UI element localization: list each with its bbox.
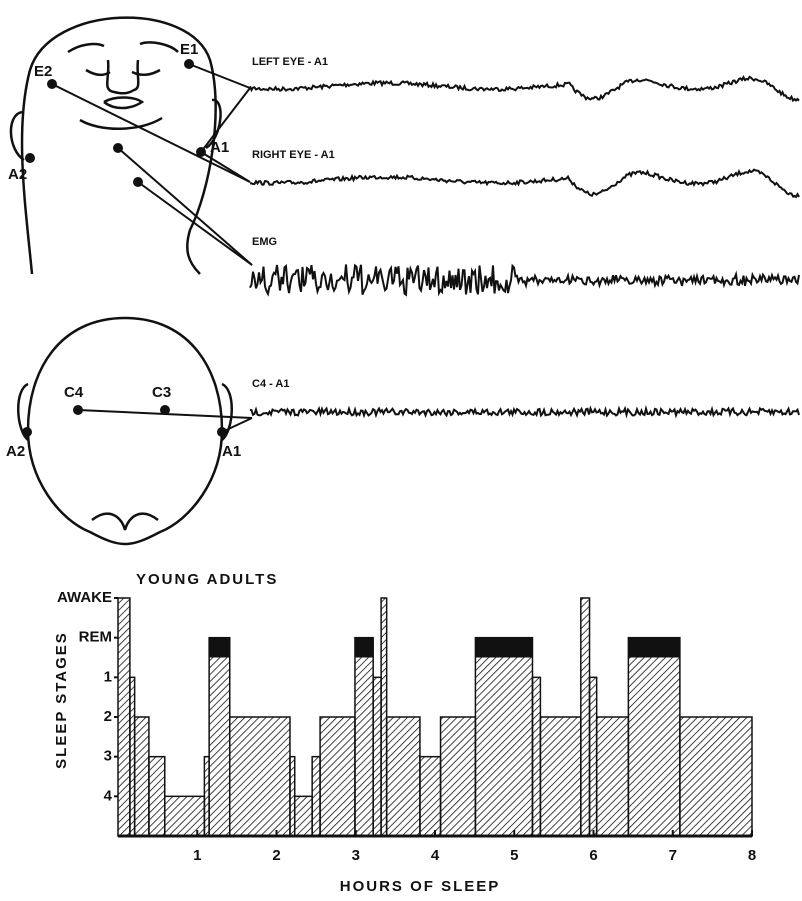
electrode-label: C4 xyxy=(64,384,84,401)
stage-bar xyxy=(474,636,534,837)
stage-bar xyxy=(354,636,374,837)
rem-cap xyxy=(209,637,230,658)
stage-bar xyxy=(539,716,582,837)
x-tick-label: 2 xyxy=(272,847,280,864)
stage-bar xyxy=(419,755,442,837)
x-tick-label: 4 xyxy=(431,847,440,864)
trace-label: RIGHT EYE - A1 xyxy=(252,149,335,161)
electrode-label: A1 xyxy=(210,139,229,156)
trace-label: LEFT EYE - A1 xyxy=(252,56,328,68)
x-tick-label: 3 xyxy=(352,847,360,864)
signal-trace xyxy=(249,168,800,199)
x-tick-label: 5 xyxy=(510,847,518,864)
stage-bar xyxy=(580,597,591,837)
signal-trace xyxy=(249,404,800,419)
traces xyxy=(249,75,800,419)
electrode-label: A1 xyxy=(222,443,241,460)
electrode-label: E2 xyxy=(34,63,52,80)
x-axis-label: HOURS OF SLEEP xyxy=(340,878,501,895)
stage-bar xyxy=(679,716,753,837)
stage-bar xyxy=(595,716,630,837)
stage-bar xyxy=(439,716,477,837)
y-tick-label: AWAKE xyxy=(57,589,112,606)
y-tick-label: REM xyxy=(79,629,112,646)
stage-bar xyxy=(228,716,291,837)
rem-cap xyxy=(475,637,533,658)
chart-title: YOUNG ADULTS xyxy=(136,571,278,588)
rem-cap xyxy=(354,637,374,658)
x-tick-label: 1 xyxy=(193,847,201,864)
electrode-label: A2 xyxy=(8,166,27,183)
stage-bar xyxy=(293,795,313,837)
electrode-label: A2 xyxy=(6,443,25,460)
signal-trace xyxy=(249,263,800,297)
rem-cap xyxy=(628,637,680,658)
stage-bar xyxy=(148,755,166,837)
y-tick-label: 4 xyxy=(104,787,113,804)
trace-label: EMG xyxy=(252,236,277,248)
y-axis-label: SLEEP STAGES xyxy=(53,631,70,769)
stage-bar xyxy=(208,636,231,837)
stage-bar xyxy=(319,716,356,837)
y-tick-label: 3 xyxy=(104,748,112,765)
y-tick-label: 1 xyxy=(104,668,112,685)
stage-bar xyxy=(588,676,598,837)
stage-bar xyxy=(372,676,382,837)
electrode-label: E1 xyxy=(180,41,198,58)
stage-bar xyxy=(627,636,681,837)
stage-bar xyxy=(117,597,131,837)
y-tick-label: 2 xyxy=(104,708,112,725)
stage-bar xyxy=(164,795,206,837)
electrode-label: C3 xyxy=(152,384,171,401)
stage-bar xyxy=(531,676,542,837)
signal-trace xyxy=(249,75,800,103)
stage-bar xyxy=(385,716,421,837)
face-drawing xyxy=(9,16,222,275)
stage-bar xyxy=(380,597,388,837)
x-tick-label: 8 xyxy=(748,847,756,864)
x-tick-label: 7 xyxy=(669,847,677,864)
stage-bar xyxy=(133,716,150,837)
scalp-drawing xyxy=(17,316,253,546)
face-wires xyxy=(25,59,253,266)
x-tick-label: 6 xyxy=(589,847,597,864)
stage-bar xyxy=(311,755,321,837)
trace-label: C4 - A1 xyxy=(252,378,290,390)
